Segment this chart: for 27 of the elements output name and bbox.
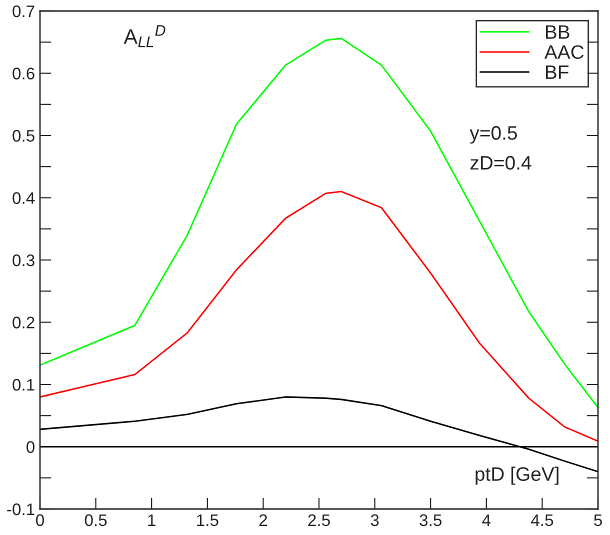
x-tick-label: 1.5: [197, 514, 218, 526]
x-tick-label: 3: [370, 514, 379, 526]
annotation: A$_{LL}$$^{D}$: [124, 25, 166, 48]
y-tick-label: 0.7: [12, 5, 34, 18]
x-tick-label: 0: [36, 514, 44, 526]
x-axis-title: ptD [GeV]: [476, 466, 558, 485]
x-tick-label: 5: [594, 514, 602, 526]
annotation: zD=0.4: [470, 156, 532, 170]
legend-label: BB: [546, 25, 570, 39]
x-tick-label: 1: [148, 514, 156, 526]
x-tick-label: 2.5: [308, 514, 330, 526]
legend-label: AAC: [544, 45, 584, 59]
annotation: y=0.5: [470, 126, 517, 144]
legend-label: BF: [546, 65, 568, 79]
y-tick-label: 0.4: [12, 192, 35, 204]
x-tick-label: 4: [482, 514, 491, 526]
y-tick-label: 0.6: [12, 68, 34, 80]
x-tick-label: 0.5: [84, 514, 107, 526]
x-tick-label: 4.5: [531, 514, 554, 526]
y-tick-label: 0.5: [12, 130, 34, 142]
x-tick-label: 3.5: [420, 514, 442, 526]
y-tick-label: 0.2: [12, 316, 34, 328]
x-tick-label: 2: [259, 514, 267, 526]
y-tick-label: -0.1: [7, 503, 34, 516]
y-tick-label: 0.1: [12, 378, 34, 391]
y-tick-label: 0: [26, 441, 34, 453]
y-tick-label: 0.3: [12, 254, 34, 266]
